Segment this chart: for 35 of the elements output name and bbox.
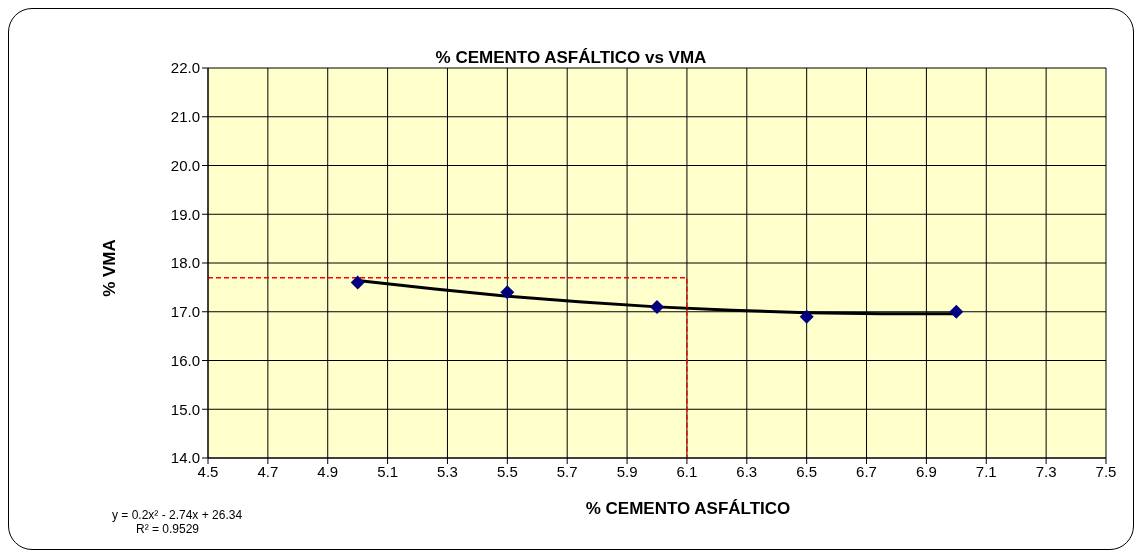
x-tick-label: 5.1 (377, 462, 399, 480)
point (350, 275, 365, 290)
y-tick-label: 19.0 (170, 205, 200, 223)
x-tick-label: 5.3 (437, 462, 458, 480)
y-tick-label: 21.0 (170, 108, 200, 126)
y-axis-title: % VMA (100, 238, 120, 299)
point (500, 285, 515, 300)
x-tick-label: 6.7 (856, 462, 877, 480)
x-tick-label: 7.1 (975, 462, 997, 480)
x-tick-label: 6.3 (736, 462, 758, 480)
x-tick-label: 4.7 (257, 462, 279, 480)
x-tick-label: 6.1 (676, 462, 698, 480)
x-tick-label: 7.3 (1035, 462, 1057, 480)
y-tick-label: 18.0 (170, 254, 200, 272)
x-tick-label: 5.9 (616, 462, 638, 480)
y-tick-label: 15.0 (170, 400, 200, 418)
y-tick-label: 14.0 (170, 449, 200, 467)
x-tick-label: 4.5 (197, 462, 219, 480)
y-tick-label: 20.0 (170, 156, 200, 174)
x-tick-label: 6.9 (915, 462, 937, 480)
x-tick-label: 5.5 (496, 462, 518, 480)
point (650, 299, 664, 314)
x-tick-label: 5.7 (556, 462, 578, 480)
point (949, 304, 964, 319)
x-tick-label: 6.5 (796, 462, 818, 480)
y-tick-label: 22.0 (170, 59, 200, 77)
text: R² = 0.9529 (136, 522, 200, 536)
text: y = 0.2x² - 2.74x + 26.34 (112, 508, 243, 522)
y-tick-label: 16.0 (170, 351, 200, 369)
x-tick-label: 7.5 (1095, 462, 1117, 480)
chart-title: % CEMENTO ASFÁLTICO vs VMA (435, 48, 707, 67)
y-tick-label: 17.0 (170, 303, 200, 321)
x-tick-label: 4.9 (317, 462, 339, 480)
point (799, 309, 814, 324)
x-axis-title: % CEMENTO ASFÁLTICO (584, 499, 792, 519)
